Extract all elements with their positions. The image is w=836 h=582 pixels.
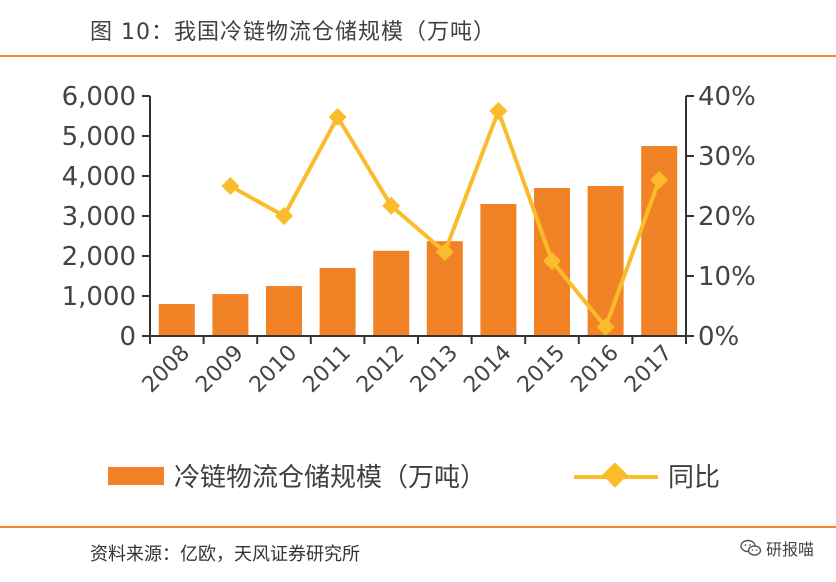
chart: 0 1,000 2,000 3,000 4,000 5,000 6,000 0% 10% 20%…	[62, 82, 756, 398]
bar-series	[158, 146, 678, 336]
y-left-tick-label: 1,000	[62, 282, 136, 312]
x-tick-label: 2014	[459, 341, 516, 398]
y-left-tick-label: 2,000	[62, 242, 136, 272]
x-tick-label: 2009	[191, 341, 248, 398]
legend-line-swatch	[574, 461, 658, 489]
x-tick-label: 2013	[406, 341, 463, 398]
y-right-axis: 0% 10% 20% 30% 40%	[685, 82, 756, 352]
legend-line-label: 同比	[668, 463, 721, 493]
yoy-point	[221, 177, 240, 195]
yoy-point	[275, 207, 293, 225]
yoy-point	[543, 252, 561, 270]
bar	[373, 250, 410, 336]
y-left-tick-label: 0	[119, 322, 136, 352]
legend-bar-swatch	[108, 466, 164, 485]
y-right-tick-label: 20%	[698, 202, 756, 232]
bar	[212, 294, 249, 336]
y-left-tick-label: 5,000	[62, 122, 136, 152]
y-right-tick-label: 0%	[698, 322, 739, 352]
yoy-point	[435, 243, 454, 261]
y-left-tick-label: 4,000	[62, 162, 136, 192]
x-tick-label: 2011	[299, 341, 356, 398]
line-series	[221, 102, 669, 336]
watermark: 研报喵	[740, 536, 814, 560]
diamond-marker-icon	[602, 461, 628, 488]
x-tick-label: 2012	[352, 341, 409, 398]
legend-bar-label: 冷链物流仓储规模（万吨）	[174, 463, 487, 493]
yoy-point	[382, 196, 401, 215]
bottom-divider	[0, 526, 836, 528]
x-tick-label: 2008	[138, 341, 195, 398]
y-right-tick-label: 10%	[698, 262, 756, 292]
wechat-icon	[740, 539, 762, 556]
legend-item-line: 同比	[574, 457, 720, 494]
yoy-point	[650, 171, 669, 189]
x-tick-label: 2017	[620, 341, 677, 398]
legend: 冷链物流仓储规模（万吨） 同比	[0, 455, 836, 499]
yoy-point	[489, 102, 508, 120]
yoy-point	[328, 108, 347, 126]
y-left-tick-label: 3,000	[62, 202, 136, 232]
top-divider	[0, 55, 836, 57]
y-right-tick-label: 30%	[698, 142, 756, 172]
x-tick-label: 2016	[567, 341, 624, 398]
bar	[266, 286, 302, 336]
bar	[158, 304, 195, 336]
figure-title: 图 10：我国冷链物流仓储规模（万吨）	[90, 20, 496, 45]
legend-item-bar: 冷链物流仓储规模（万吨）	[108, 457, 486, 494]
source-note: 资料来源：亿欧，天风证券研究所	[90, 544, 360, 565]
x-tick-label: 2015	[513, 341, 570, 398]
watermark-text: 研报喵	[765, 540, 814, 559]
y-left-axis: 0 1,000 2,000 3,000 4,000 5,000 6,000	[62, 82, 151, 352]
y-right-tick-label: 40%	[698, 82, 756, 112]
bar	[319, 268, 356, 336]
x-tick-label: 2010	[245, 341, 302, 398]
yoy-point	[596, 318, 615, 336]
bar	[480, 204, 517, 336]
y-left-tick-label: 6,000	[62, 82, 136, 112]
